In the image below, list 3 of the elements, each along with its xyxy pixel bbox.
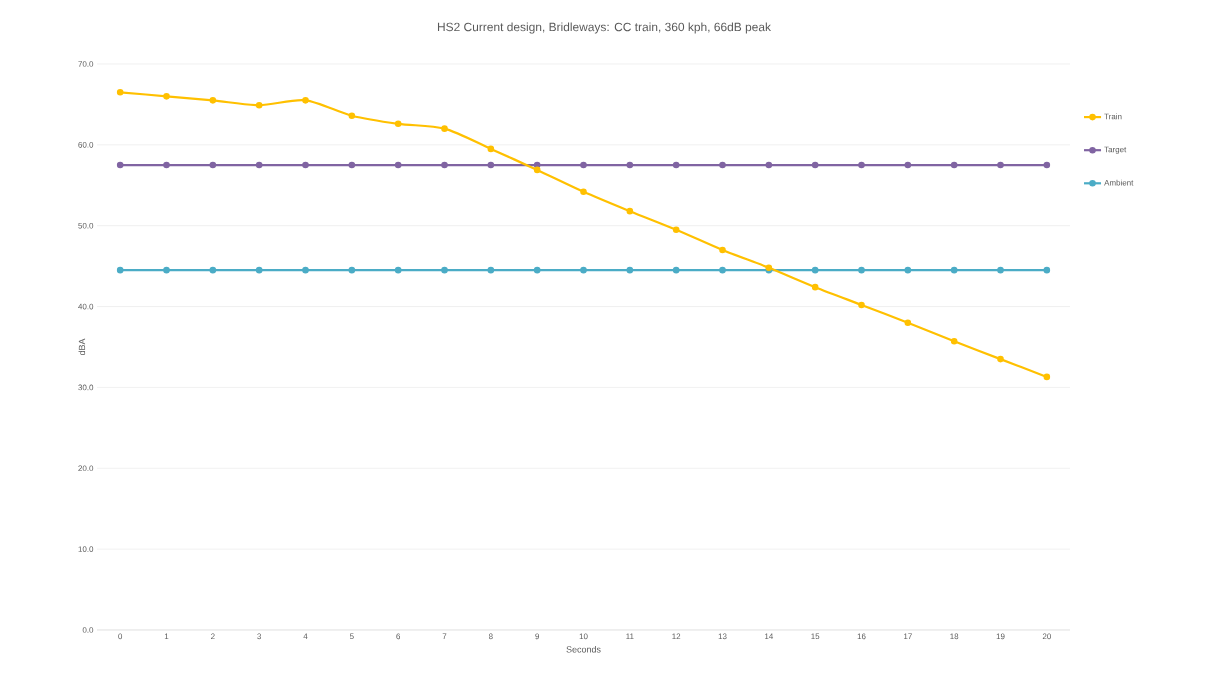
chart-title: HS2 Current design, Bridleways: CC train, 360 kph, 66dB peak [437,22,771,34]
y-axis-title: dBA [78,338,86,356]
x-axis-title: Seconds [566,645,601,653]
